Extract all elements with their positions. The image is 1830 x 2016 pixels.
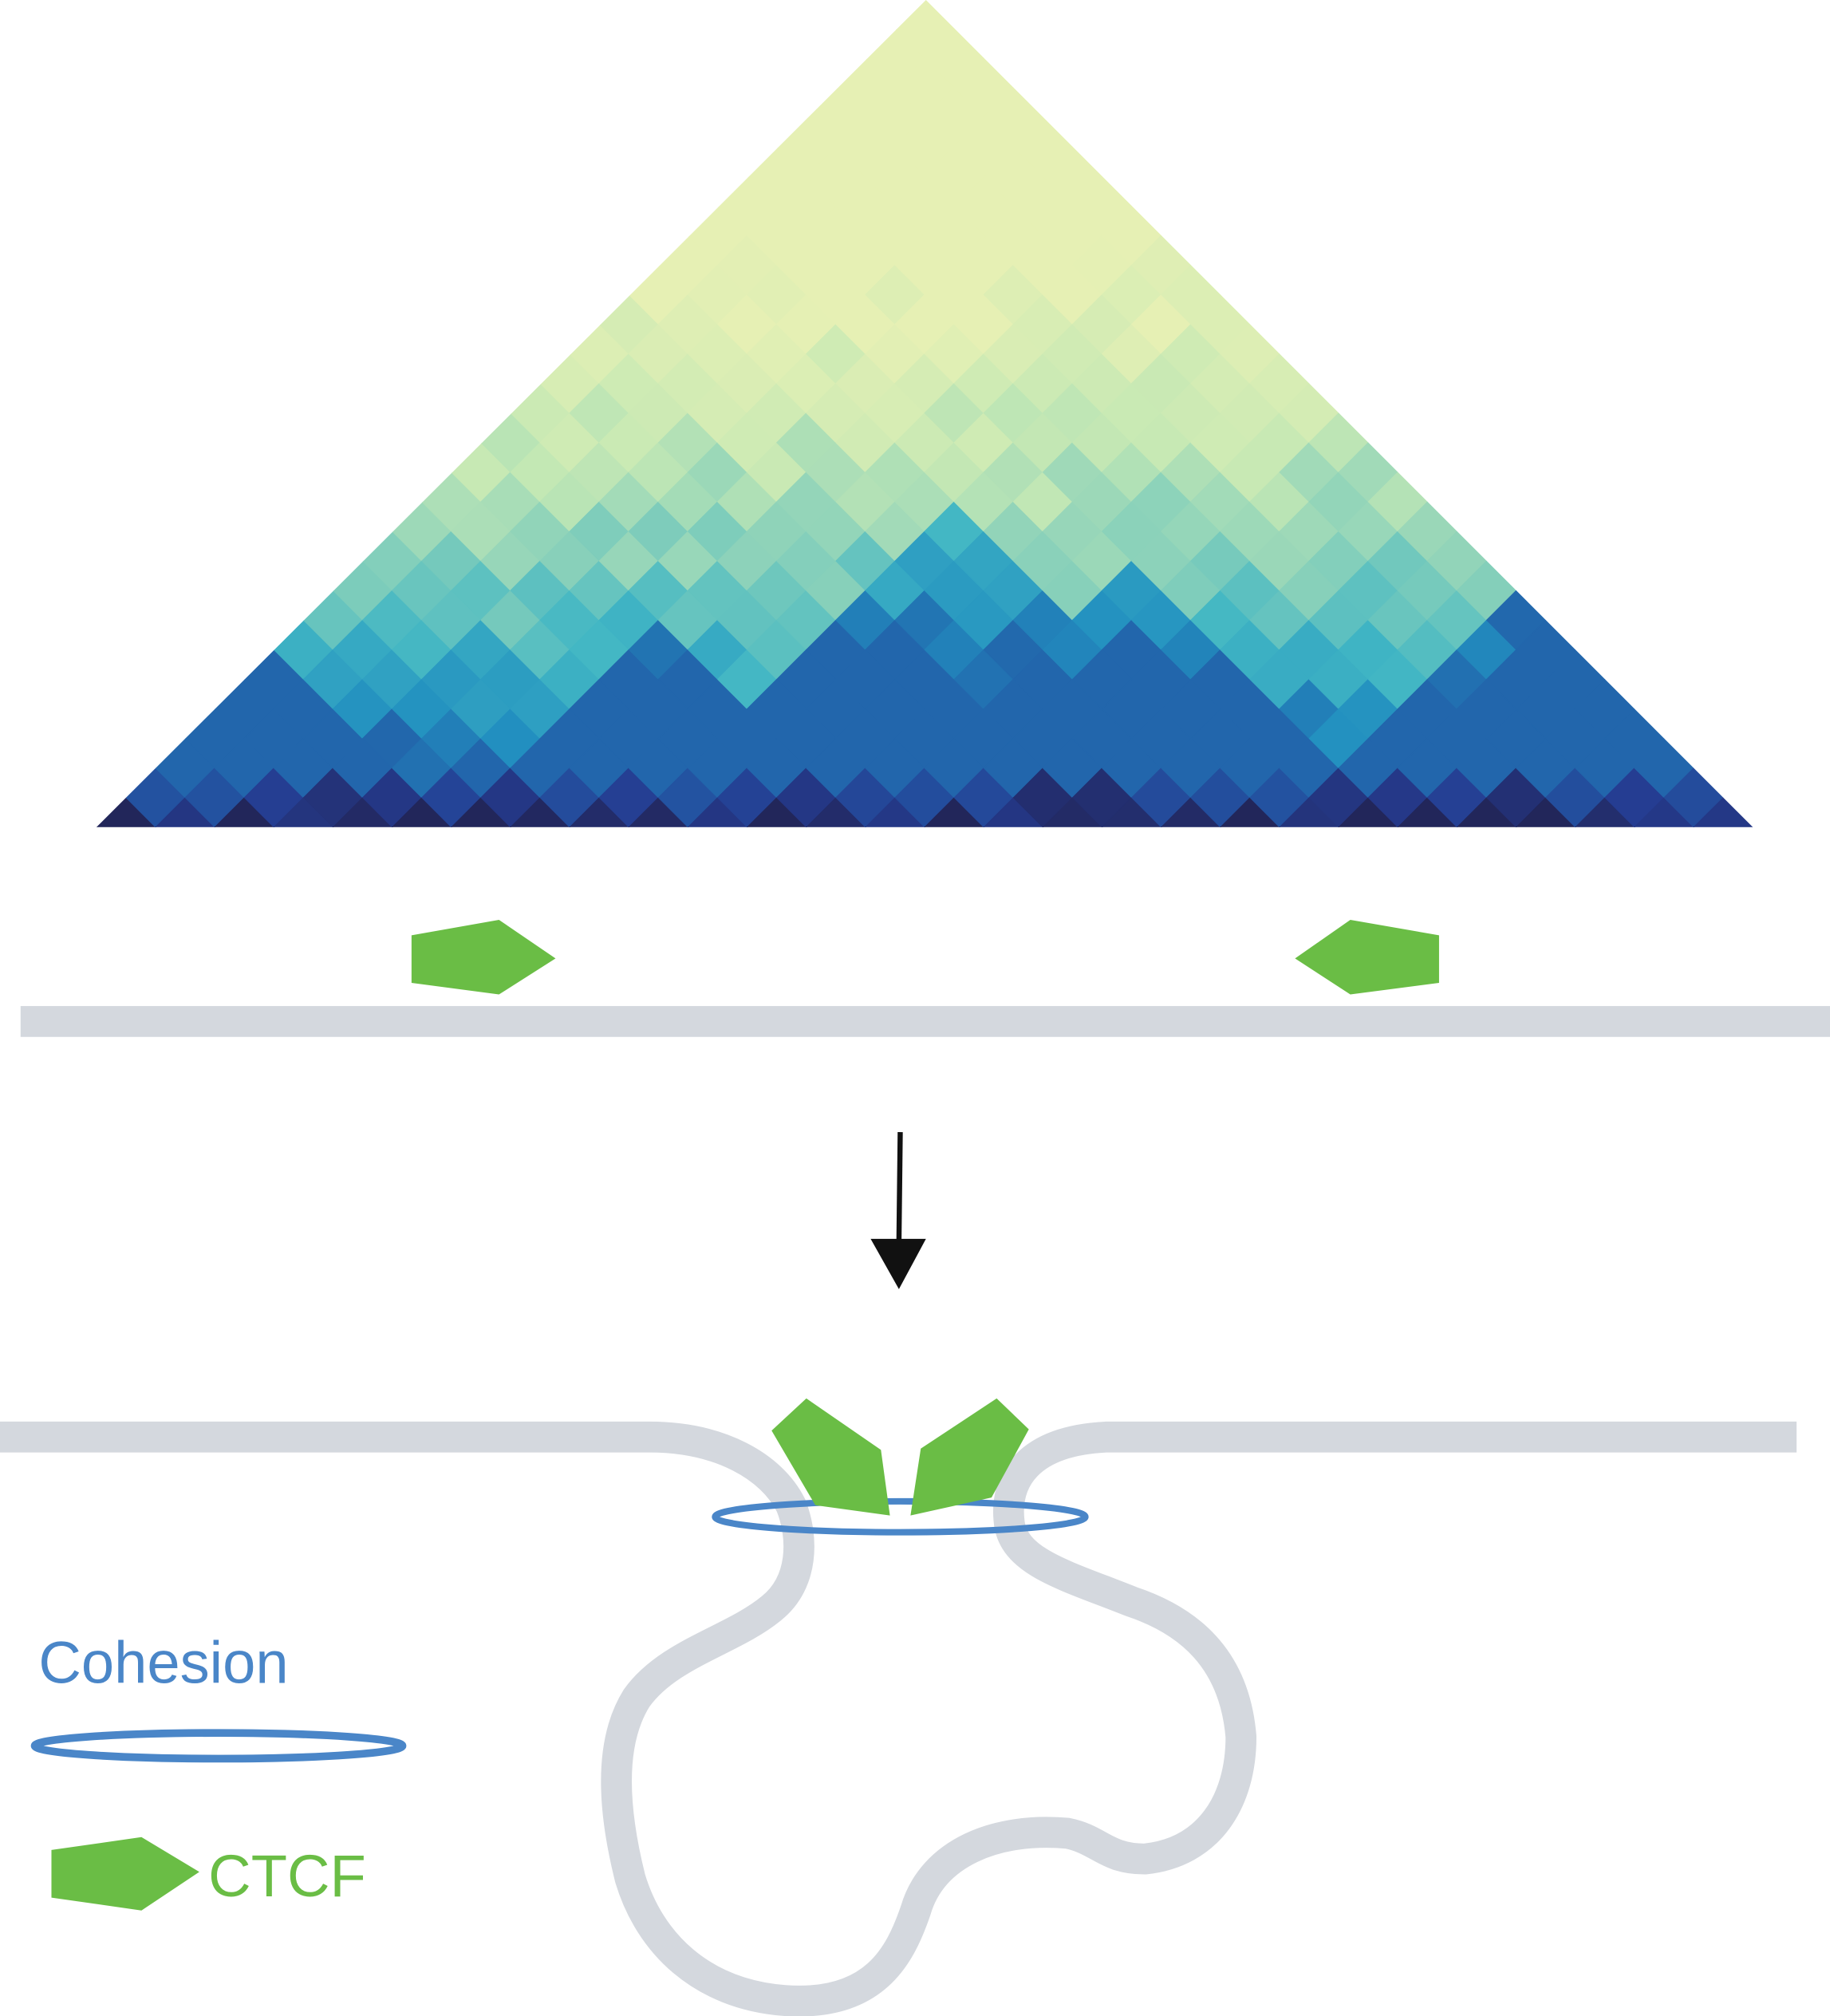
heatmap-cell — [1693, 797, 1753, 827]
arrow-shaft — [896, 1132, 903, 1243]
contact-heatmap — [96, 0, 1753, 827]
legend-ctcf-icon — [51, 1836, 199, 1911]
ctcf-left — [411, 920, 556, 995]
arrow-head — [870, 1238, 926, 1289]
legend-cohesin-label: Cohesion — [38, 1629, 288, 1695]
ctcf-bound-left — [771, 1398, 890, 1516]
legend-ctcf-label: CTCF — [208, 1843, 366, 1909]
ctcf-right — [1295, 920, 1439, 995]
chromatin-linear — [20, 1006, 1830, 1037]
legend-cohesin-icon — [30, 1729, 407, 1763]
cohesin-ring — [712, 1497, 1089, 1536]
ctcf-bound-right — [910, 1398, 1029, 1516]
chromatin-loop — [0, 1421, 1797, 2016]
